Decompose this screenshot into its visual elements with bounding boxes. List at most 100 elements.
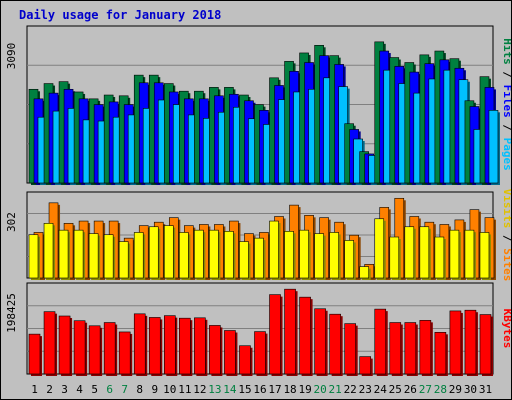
panel3-bar-kbytes: [314, 308, 326, 375]
panel3-bar-kbytes: [299, 296, 311, 375]
x-tick-label: 15: [238, 383, 251, 396]
panel3-bar-kbytes: [194, 317, 206, 375]
panel3-bar-kbytes: [374, 308, 387, 375]
x-tick-label: 10: [163, 383, 176, 396]
panel3-bar-kbytes: [224, 330, 236, 375]
x-tick-label: 14: [223, 383, 237, 396]
panel3-bar-kbytes: [118, 331, 131, 375]
panel1-ymax-label: 3090: [5, 43, 18, 70]
panel2-bar-sites: [374, 218, 385, 279]
x-tick-label: 24: [374, 383, 388, 396]
x-tick-label: 23: [359, 383, 372, 396]
panel3-bar-kbytes: [103, 322, 116, 375]
panel2-bar-sites: [419, 226, 430, 279]
panel3-bar-kbytes: [449, 310, 462, 375]
x-tick-label: 20: [314, 383, 327, 396]
panel3-bar-kbytes: [163, 315, 176, 375]
panel2-bar-sites: [434, 236, 445, 279]
panel1-bar-pages: [488, 110, 499, 184]
panel3-bar-kbytes: [58, 315, 71, 375]
x-tick-label: 5: [91, 383, 98, 396]
panel2-bar-sites: [73, 229, 84, 279]
x-tick-label: 21: [329, 383, 342, 396]
legend-kbytes: KBytes: [501, 309, 511, 349]
panel1-series-labels: Hits / Files / Pages: [501, 38, 511, 171]
x-tick-label: 9: [151, 383, 158, 396]
x-tick-label: 12: [193, 383, 206, 396]
x-tick-label: 7: [121, 383, 128, 396]
panel3-bar-kbytes: [239, 345, 251, 375]
x-tick-label: 27: [419, 383, 432, 396]
label-separator: /: [501, 118, 511, 138]
panel2-bar-sites: [148, 226, 159, 279]
label-separator: /: [501, 228, 511, 248]
panel2-bar-sites: [464, 229, 475, 279]
label-separator: /: [501, 65, 511, 85]
panel3-bar-kbytes: [133, 313, 146, 375]
panel2-bar-sites: [449, 229, 460, 279]
panel2-bar-sites: [179, 232, 189, 279]
panel2-bar-sites: [194, 229, 204, 279]
panel3-bar-kbytes: [254, 331, 266, 375]
panel2-bar-sites: [163, 225, 174, 279]
panel3-bar-kbytes: [179, 317, 191, 375]
x-tick-label: 16: [253, 383, 266, 396]
x-tick-label: 18: [283, 383, 296, 396]
panel2-bar-sites: [284, 231, 294, 279]
panel2-bar-sites: [254, 237, 264, 279]
panel2-bar-sites: [239, 241, 249, 279]
x-tick-label: 22: [344, 383, 357, 396]
panel3-bar-kbytes: [73, 320, 86, 375]
x-tick-label: 19: [298, 383, 311, 396]
panel3-bar-kbytes: [43, 311, 56, 375]
panel3-bar-kbytes: [464, 309, 477, 375]
x-tick-label: 17: [268, 383, 281, 396]
panel3-bar-kbytes: [284, 288, 296, 375]
x-tick-label: 11: [178, 383, 191, 396]
panel2-bar-sites: [209, 229, 219, 279]
panel3-bar-kbytes: [434, 332, 447, 375]
panel3-bar-kbytes: [329, 313, 341, 375]
panel2-bar-sites: [88, 233, 99, 279]
legend-visits: Visits: [501, 189, 511, 229]
panel2-bar-sites: [118, 241, 129, 279]
panel3-bar-kbytes: [419, 320, 432, 375]
panel2-bar-sites: [344, 240, 354, 279]
panel2-bar-sites: [58, 229, 69, 279]
panel2-bar-sites: [103, 234, 114, 279]
x-tick-label: 29: [449, 383, 462, 396]
panel2-series-labels: Visits / Sites: [501, 189, 511, 282]
panel3-bar-kbytes: [269, 294, 281, 375]
x-tick-label: 25: [389, 383, 402, 396]
legend-pages: Pages: [501, 138, 511, 171]
x-tick-label: 2: [46, 383, 53, 396]
panel2-bar-sites: [299, 229, 309, 279]
x-tick-label: 8: [136, 383, 143, 396]
x-tick-label: 1: [31, 383, 38, 396]
x-tick-label: 30: [464, 383, 477, 396]
panel3-bar-kbytes: [389, 322, 402, 375]
panel3-ymax-label: 198425: [5, 293, 18, 333]
panel3-bar-kbytes: [209, 325, 221, 375]
panel2-bar-sites: [224, 231, 234, 279]
panel2-ymax-label: 302: [5, 212, 18, 232]
legend-hits: Hits: [501, 38, 511, 65]
panel2-bar-sites: [404, 226, 415, 279]
panel3-bar-kbytes: [28, 333, 41, 375]
panel3-bar-kbytes: [88, 325, 101, 375]
legend-files: Files: [501, 85, 511, 118]
panel2-bar-sites: [359, 266, 370, 279]
panel3-bar-kbytes: [404, 322, 417, 375]
x-tick-label: 26: [404, 383, 417, 396]
panel2-bar-sites: [314, 233, 324, 279]
panel2-bar-sites: [479, 232, 490, 279]
panel3-bar-kbytes: [479, 314, 492, 375]
panel2-bar-sites: [329, 232, 339, 279]
x-tick-label: 28: [434, 383, 447, 396]
panel2-bar-sites: [133, 232, 144, 279]
x-tick-label: 4: [76, 383, 83, 396]
x-tick-label: 3: [61, 383, 68, 396]
page-title: Daily usage for January 2018: [19, 8, 222, 22]
